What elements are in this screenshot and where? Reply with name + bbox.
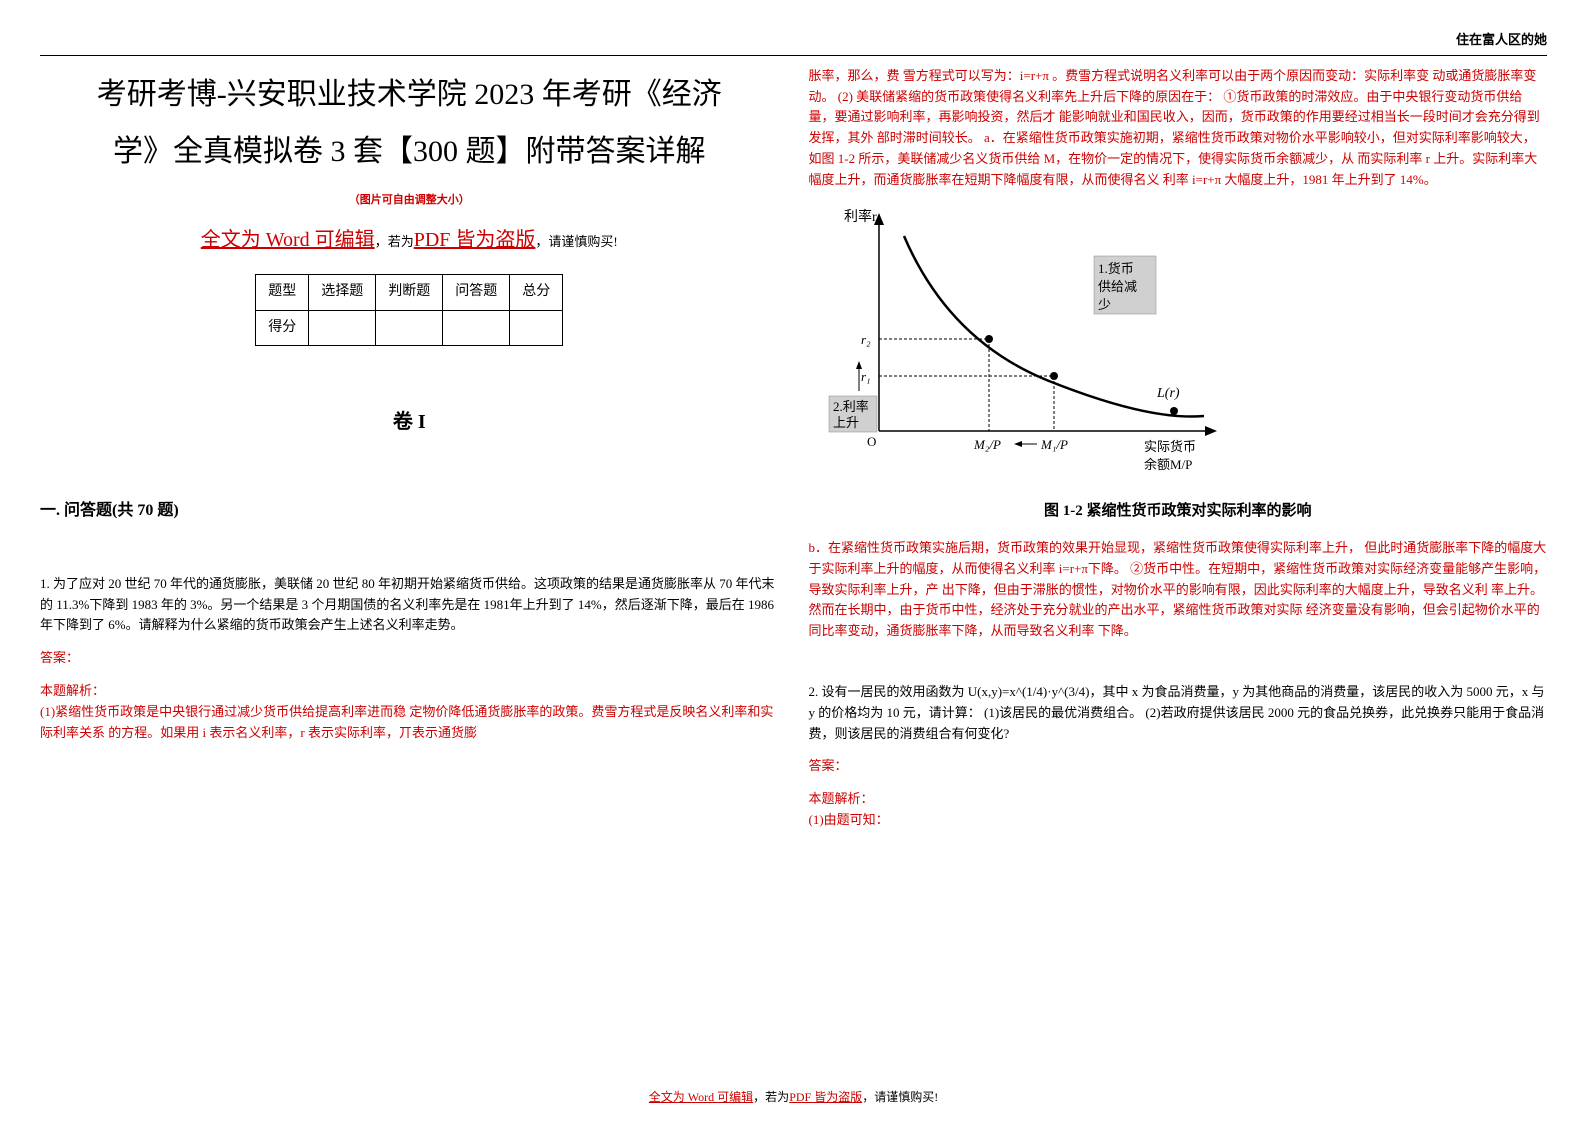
title-line-1: 考研考博-兴安职业技术学院 2023 年考研《经济 xyxy=(97,78,722,111)
chart-caption: 图 1-2 紧缩性货币政策对实际利率的影响 xyxy=(809,499,1548,523)
analysis-text-1: (1)紧缩性货币政策是中央银行通过减少货币供给提高利率进而稳 定物价降低通货膨胀… xyxy=(40,702,779,744)
svg-text:M₁/P: M₁/P xyxy=(1040,437,1068,452)
volume-label: 卷 I xyxy=(40,406,779,438)
table-score-row: 得分 xyxy=(256,310,563,345)
svg-text:实际货币: 实际货币 xyxy=(1144,439,1196,454)
content-wrapper: 考研考博-兴安职业技术学院 2023 年考研《经济 学》全真模拟卷 3 套【30… xyxy=(40,66,1547,831)
right-column: 胀率，那么，费 雪方程式可以写为：i=r+π 。费雪方程式说明名义利率可以由于两… xyxy=(809,66,1548,831)
svg-text:M₂/P: M₂/P xyxy=(973,437,1001,452)
footer-note: 全文为 Word 可编辑，若为PDF 皆为盗版，请谨慎购买! xyxy=(0,1088,1587,1107)
footer-mid: ，若为 xyxy=(753,1090,789,1104)
header-note: 住在富人区的她 xyxy=(40,30,1547,51)
question-1: 1. 为了应对 20 世纪 70 年代的通货膨胀，美联储 20 世纪 80 年初… xyxy=(40,574,779,636)
q2-analysis-label: 本题解析： xyxy=(809,789,1548,810)
edit-warning: 全文为 Word 可编辑，若为PDF 皆为盗版，请谨慎购买! xyxy=(40,224,779,256)
svg-text:r₁: r₁ xyxy=(861,369,871,384)
score-cell xyxy=(309,310,376,345)
analysis-para-1: 胀率，那么，费 雪方程式可以写为：i=r+π 。费雪方程式说明名义利率可以由于两… xyxy=(809,66,1548,191)
svg-text:1.货币: 1.货币 xyxy=(1098,261,1134,276)
footer-end: ，请谨慎购买! xyxy=(862,1090,938,1104)
header-divider xyxy=(40,55,1547,56)
score-cell xyxy=(376,310,443,345)
document-title: 考研考博-兴安职业技术学院 2023 年考研《经济 学》全真模拟卷 3 套【30… xyxy=(40,66,779,180)
svg-text:少: 少 xyxy=(1098,297,1111,312)
svg-text:上升: 上升 xyxy=(833,415,859,430)
svg-text:供给减: 供给减 xyxy=(1098,279,1137,294)
edit-note-mid: ，若为 xyxy=(375,234,414,249)
question-2: 2. 设有一居民的效用函数为 U(x,y)=x^(1/4)·y^(3/4)，其中… xyxy=(809,682,1548,744)
header-type: 题型 xyxy=(256,275,309,310)
analysis-para-2: b．在紧缩性货币政策实施后期，货币政策的效果开始显现，紧缩性货币政策使得实际利率… xyxy=(809,538,1548,642)
score-label: 得分 xyxy=(256,310,309,345)
footer-pdf-text: PDF 皆为盗版 xyxy=(789,1090,862,1104)
svg-text:O: O xyxy=(867,434,876,449)
y-axis-label: 利率r xyxy=(844,208,877,225)
q2-answer-label: 答案： xyxy=(809,756,1548,777)
score-cell xyxy=(510,310,563,345)
score-cell xyxy=(443,310,510,345)
title-line-2: 学》全真模拟卷 3 套【300 题】附带答案详解 xyxy=(113,135,706,168)
analysis-label: 本题解析： xyxy=(40,681,779,702)
q2-analysis-text: (1)由题可知： xyxy=(809,810,1548,831)
header-total: 总分 xyxy=(510,275,563,310)
svg-text:L(r): L(r) xyxy=(1156,386,1180,401)
section-title: 一. 问答题(共 70 题) xyxy=(40,498,779,524)
chart-svg: 利率r O 1.货币 供给减 少 2.利率 上升 xyxy=(809,201,1249,481)
word-editable-text: 全文为 Word 可编辑 xyxy=(201,229,375,251)
svg-text:余额M/P: 余额M/P xyxy=(1144,457,1192,472)
header-judge: 判断题 xyxy=(376,275,443,310)
svg-text:2.利率: 2.利率 xyxy=(833,399,869,414)
edit-note-end: ，请谨慎购买! xyxy=(535,234,617,249)
answer-label: 答案： xyxy=(40,648,779,669)
table-header-row: 题型 选择题 判断题 问答题 总分 xyxy=(256,275,563,310)
image-adjust-note: （图片可自由调整大小） xyxy=(40,192,779,210)
left-column: 考研考博-兴安职业技术学院 2023 年考研《经济 学》全真模拟卷 3 套【30… xyxy=(40,66,779,831)
header-qa: 问答题 xyxy=(443,275,510,310)
economics-chart: 利率r O 1.货币 供给减 少 2.利率 上升 xyxy=(809,201,1249,489)
header-choice: 选择题 xyxy=(309,275,376,310)
svg-text:r₂: r₂ xyxy=(861,332,871,347)
pdf-pirate-text: PDF 皆为盗版 xyxy=(414,229,536,251)
footer-word-text: 全文为 Word 可编辑 xyxy=(649,1090,753,1104)
score-table: 题型 选择题 判断题 问答题 总分 得分 xyxy=(255,274,563,346)
